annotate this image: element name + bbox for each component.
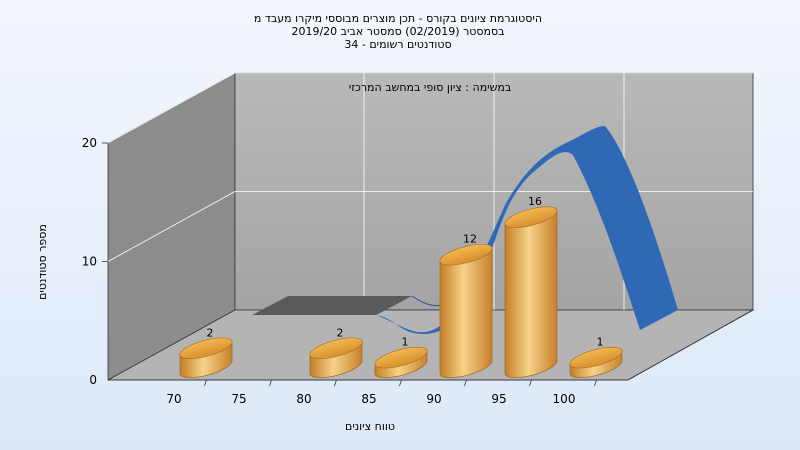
side-gridline: [107, 72, 236, 144]
bar-value-label: 1: [597, 336, 604, 349]
bar: 12: [439, 233, 493, 378]
bar-top: [309, 337, 363, 359]
chart-subtitle: במשימה : ציון סופי במחשב המרכזי: [349, 81, 512, 94]
bar-top: [179, 337, 233, 359]
y-tick-label: 10: [82, 255, 97, 269]
x-tick-mark: [529, 379, 532, 387]
bar: 2: [309, 326, 363, 378]
x-tick-label: 70: [166, 392, 181, 406]
x-tick-label: 85: [361, 392, 376, 406]
x-tick-label: 95: [491, 392, 506, 406]
x-tick-mark: [399, 379, 402, 387]
x-tick-mark: [334, 379, 337, 387]
bar-value-label: 2: [337, 326, 344, 339]
bar-top: [439, 243, 493, 266]
x-axis-label: טווח ציונים: [345, 420, 395, 433]
x-tick-label: 90: [426, 392, 441, 406]
title-line-2: בסמסטר (02/2019) סמסטר אביב 2019/20: [291, 25, 504, 38]
title-line-3: סטודנטים רשומים - 34: [344, 38, 451, 51]
bar: 2: [179, 326, 233, 378]
side-gridline: [107, 191, 236, 262]
x-axis-ticks: 70 75 80 85 90 95 100: [166, 379, 597, 406]
bar-body: [439, 247, 493, 378]
x-tick-mark: [594, 379, 597, 387]
y-tick-label: 20: [82, 136, 97, 150]
x-tick-label: 75: [231, 392, 246, 406]
x-tick-label: 80: [296, 392, 311, 406]
trend-ribbon-flat: [252, 296, 412, 315]
right-floor-edge: [627, 309, 754, 381]
bar: 1: [374, 336, 428, 378]
bar-value-label: 12: [463, 233, 477, 246]
bar: 16: [504, 195, 558, 378]
bar-series: 2 2 1 12 16 1: [179, 195, 623, 378]
bar: 1: [569, 336, 623, 378]
y-axis-ticks: 0 10 20: [82, 136, 97, 387]
x-tick-label: 100: [553, 392, 576, 406]
x-tick-mark: [204, 379, 207, 387]
bar-top: [569, 346, 623, 369]
title-line-1: היסטוגרמת ציונים בקורס - תכן מוצרים מבוס…: [254, 12, 542, 25]
bar-body: [504, 209, 558, 378]
chart-title: היסטוגרמת ציונים בקורס - תכן מוצרים מבוס…: [254, 12, 542, 51]
bar-top: [504, 206, 558, 228]
x-tick-mark: [269, 379, 272, 387]
bar-top: [374, 346, 428, 369]
x-tick-mark: [464, 379, 467, 387]
trend-ribbon-curve: [376, 126, 678, 335]
y-tick-label: 0: [89, 373, 97, 387]
bar-value-label: 1: [402, 336, 409, 349]
bar-value-label: 2: [207, 326, 214, 339]
bar-value-label: 16: [528, 195, 542, 208]
y-axis-label: מספר סטודנטים: [36, 224, 49, 300]
